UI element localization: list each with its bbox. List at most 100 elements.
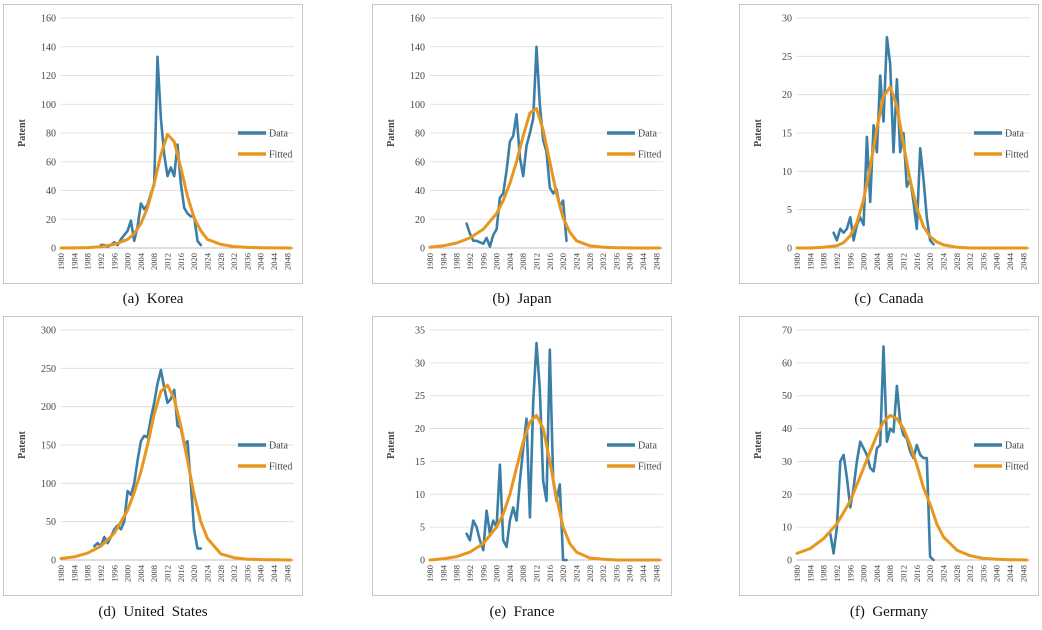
legend-label-fitted: Fitted [269,462,292,473]
x-tick-label: 2048 [651,565,661,582]
legend-label-data: Data [269,129,288,140]
x-tick-label: 2044 [1005,564,1015,582]
y-tick-label: 20 [415,424,425,435]
x-tick-label: 2024 [938,252,948,270]
x-tick-label: 1984 [438,564,448,582]
x-tick-label: 1988 [83,565,93,582]
y-tick-label: 20 [782,490,792,501]
x-tick-label: 1988 [452,565,462,582]
x-tick-label: 2040 [992,253,1002,270]
x-tick-label: 2048 [282,253,292,270]
x-tick-label: 2048 [282,565,292,582]
x-tick-label: 2000 [123,253,133,270]
x-tick-label: 2032 [229,565,239,582]
y-tick-label: 40 [415,186,425,197]
y-tick-label: 20 [782,90,792,101]
x-tick-label: 2020 [189,253,199,270]
x-tick-label: 2028 [952,565,962,582]
x-tick-label: 2008 [518,565,528,582]
x-tick-label: 2044 [269,252,279,270]
x-tick-label: 2012 [532,565,542,582]
x-tick-label: 2028 [585,565,595,582]
y-tick-label: 140 [41,42,56,53]
x-tick-label: 2028 [585,253,595,270]
y-tick-label: 5 [787,205,792,216]
chart-caption: (c) Canada [854,291,924,307]
x-tick-label: 2008 [885,565,895,582]
x-tick-label: 2020 [558,565,568,582]
x-tick-label: 1980 [56,253,66,270]
x-tick-label: 2040 [625,253,635,270]
x-tick-label: 2004 [136,564,146,582]
x-tick-label: 1980 [792,565,802,582]
x-tick-label: 1996 [478,565,488,582]
x-tick-label: 1984 [805,252,815,270]
y-tick-label: 60 [46,157,56,168]
chart-caption: (f) Germany [849,604,929,620]
x-tick-label: 2012 [899,253,909,270]
x-tick-label: 2036 [242,565,252,582]
legend-label-data: Data [1005,441,1024,452]
legend-label-fitted: Fitted [1005,462,1028,473]
x-tick-label: 1996 [109,565,119,582]
chart-svg: 0 5 10 15 20 25 30 1980 1984 1988 1992 1996 2000 2004… [753,14,1030,270]
chart-frame: 0 20 40 60 80 100 120 140 160 1980 1984 1988 1992 199… [372,4,672,284]
y-tick-label: 15 [415,457,425,468]
series-line-fitted [428,107,662,250]
x-tick-label: 2016 [176,253,186,270]
x-tick-label: 2040 [256,253,266,270]
x-tick-label: 2016 [912,565,922,582]
y-tick-label: 120 [410,71,425,82]
x-tick-label: 2012 [163,253,173,270]
y-tick-label: 40 [46,186,56,197]
chart-frame: 0 20 40 60 80 100 120 140 160 1980 1984 1988 1992 199… [3,4,303,284]
y-axis-label: Patent [386,430,397,458]
x-tick-label: 2048 [1018,253,1028,270]
y-tick-label: 5 [420,523,425,534]
y-tick-label: 0 [420,556,425,567]
x-tick-label: 2004 [872,252,882,270]
y-tick-label: 25 [415,391,425,402]
y-tick-label: 50 [782,391,792,402]
series-line-fitted [795,413,1029,562]
x-tick-label: 2008 [149,565,159,582]
x-tick-label: 2020 [925,565,935,582]
y-tick-label: 0 [51,244,56,255]
series-line-data [99,55,203,248]
x-tick-label: 2004 [505,252,515,270]
x-tick-label: 2024 [571,564,581,582]
y-tick-label: 35 [415,326,425,337]
x-tick-label: 2012 [163,565,173,582]
x-tick-label: 2008 [885,253,895,270]
x-tick-label: 2016 [912,253,922,270]
y-tick-label: 80 [46,129,56,140]
x-tick-label: 2024 [202,564,212,582]
y-tick-label: 0 [51,556,56,567]
x-tick-label: 2044 [638,564,648,582]
x-tick-label: 2024 [202,252,212,270]
x-tick-label: 2036 [978,565,988,582]
y-tick-label: 10 [415,490,425,501]
x-tick-label: 2008 [518,253,528,270]
x-tick-label: 2008 [149,253,159,270]
x-tick-label: 2012 [532,253,542,270]
x-tick-label: 1980 [792,253,802,270]
legend-label-data: Data [1005,129,1024,140]
x-tick-label: 2036 [242,253,252,270]
x-tick-label: 2012 [899,565,909,582]
x-tick-label: 1988 [819,565,829,582]
x-tick-label: 2044 [1005,252,1015,270]
y-tick-label: 120 [41,71,56,82]
x-tick-label: 2040 [992,565,1002,582]
x-tick-label: 2040 [256,565,266,582]
x-tick-label: 1992 [465,253,475,270]
x-tick-label: 2000 [123,565,133,582]
x-tick-label: 2020 [558,253,568,270]
x-tick-label: 1988 [452,253,462,270]
chart-frame: 0 5 10 15 20 25 30 1980 1984 1988 1992 1996 2000 2004… [739,4,1039,284]
x-tick-label: 2004 [136,252,146,270]
